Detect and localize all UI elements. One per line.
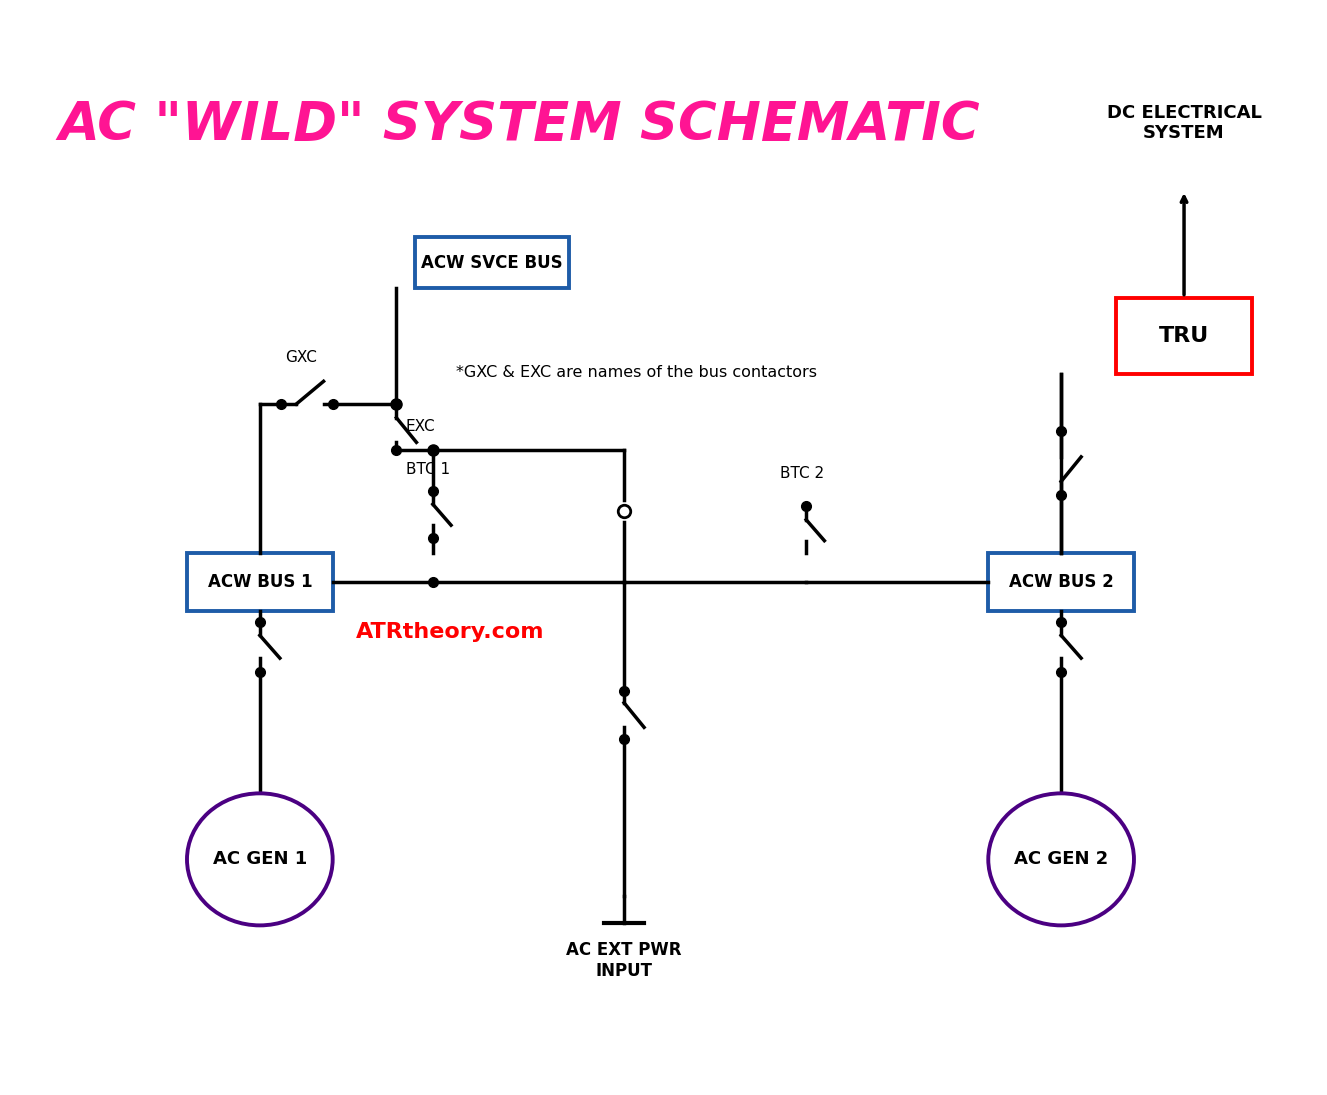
Text: AC EXT PWR
INPUT: AC EXT PWR INPUT <box>567 942 682 980</box>
Text: TRU: TRU <box>1158 326 1209 346</box>
Ellipse shape <box>989 794 1135 925</box>
Text: BTC 1: BTC 1 <box>406 462 450 477</box>
Text: ACW BUS 1: ACW BUS 1 <box>207 573 312 590</box>
FancyBboxPatch shape <box>414 238 569 288</box>
Text: AC "WILD" SYSTEM SCHEMATIC: AC "WILD" SYSTEM SCHEMATIC <box>58 99 981 151</box>
Text: EXC: EXC <box>406 419 435 435</box>
Text: ATRtheory.com: ATRtheory.com <box>356 622 544 642</box>
Text: BTC 2: BTC 2 <box>779 465 824 481</box>
Text: AC GEN 1: AC GEN 1 <box>212 851 307 868</box>
Text: DC ELECTRICAL
SYSTEM: DC ELECTRICAL SYSTEM <box>1107 104 1262 142</box>
FancyBboxPatch shape <box>1116 298 1253 374</box>
FancyBboxPatch shape <box>187 553 333 611</box>
Text: GXC: GXC <box>285 350 317 365</box>
Ellipse shape <box>187 794 333 925</box>
Text: AC GEN 2: AC GEN 2 <box>1014 851 1108 868</box>
Text: ACW SVCE BUS: ACW SVCE BUS <box>421 254 563 272</box>
Text: ACW BUS 2: ACW BUS 2 <box>1009 573 1113 590</box>
Text: *GXC & EXC are names of the bus contactors: *GXC & EXC are names of the bus contacto… <box>455 365 816 380</box>
FancyBboxPatch shape <box>989 553 1135 611</box>
